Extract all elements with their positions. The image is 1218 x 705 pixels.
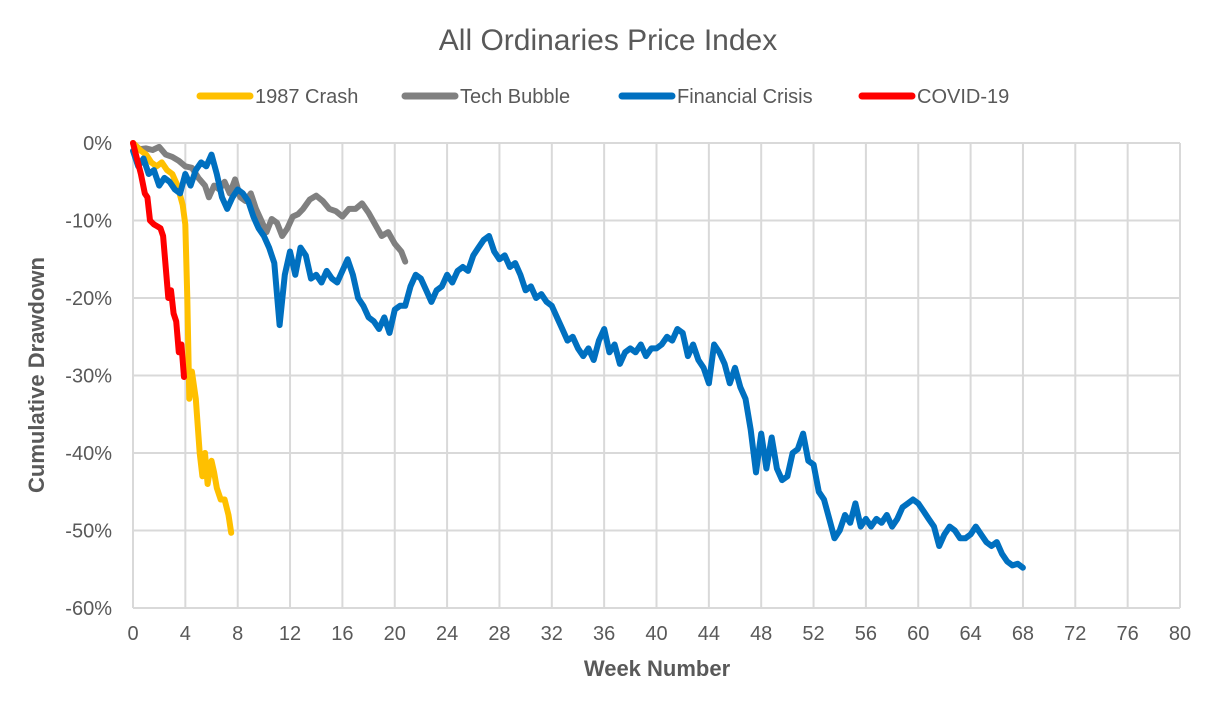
y-axis-title: Cumulative Drawdown <box>24 257 49 493</box>
x-tick-label: 80 <box>1169 623 1191 645</box>
chart-title: All Ordinaries Price Index <box>439 24 777 57</box>
series-line-covid-19 <box>130 140 187 380</box>
x-tick-label: 68 <box>1012 623 1034 645</box>
legend-item: Tech Bubble <box>401 86 570 108</box>
legend-item: Financial Crisis <box>618 86 813 108</box>
x-tick-label: 20 <box>384 623 406 645</box>
x-tick-label: 8 <box>232 623 243 645</box>
legend-label: 1987 Crash <box>255 86 358 108</box>
y-axis-ticks: 0% -10% -20% -30% -40% -50% -60% <box>65 133 112 620</box>
x-tick-label: 64 <box>959 623 981 645</box>
x-tick-label: 16 <box>331 623 353 645</box>
x-axis-ticks: 0 4 8 12 16 20 24 28 32 36 40 44 48 52 56 60 64 68 72 76 80 <box>127 623 1191 645</box>
gridlines <box>132 142 1181 609</box>
x-tick-label: 24 <box>436 623 458 645</box>
x-tick-label: 76 <box>1117 623 1139 645</box>
series-line-1987-crash <box>130 140 235 536</box>
y-tick-label: -20% <box>65 288 112 310</box>
x-tick-label: 48 <box>750 623 772 645</box>
legend-item: COVID-19 <box>858 86 1009 108</box>
y-tick-label: -30% <box>65 366 112 388</box>
x-tick-label: 4 <box>180 623 191 645</box>
x-tick-label: 72 <box>1064 623 1086 645</box>
y-tick-label: -40% <box>65 443 112 465</box>
x-tick-label: 32 <box>541 623 563 645</box>
legend-label: COVID-19 <box>917 86 1009 108</box>
y-tick-label: -10% <box>65 211 112 233</box>
x-tick-label: 52 <box>802 623 824 645</box>
series-line-tech-bubble <box>130 140 409 265</box>
x-tick-label: 36 <box>593 623 615 645</box>
series-lines <box>130 140 1026 571</box>
y-tick-label: 0% <box>83 133 112 155</box>
y-tick-label: -60% <box>65 598 112 620</box>
x-tick-label: 40 <box>645 623 667 645</box>
legend-label: Financial Crisis <box>677 86 813 108</box>
x-tick-label: 12 <box>279 623 301 645</box>
series-line-financial-crisis <box>130 147 1026 571</box>
x-tick-label: 56 <box>855 623 877 645</box>
legend: 1987 Crash Tech Bubble Financial Crisis COV… <box>196 86 1009 108</box>
x-tick-label: 60 <box>907 623 929 645</box>
x-tick-label: 0 <box>127 623 138 645</box>
legend-item: 1987 Crash <box>196 86 358 108</box>
x-tick-label: 44 <box>698 623 720 645</box>
y-tick-label: -50% <box>65 521 112 543</box>
x-axis-title: Week Number <box>584 656 731 681</box>
legend-label: Tech Bubble <box>460 86 570 108</box>
x-tick-label: 28 <box>488 623 510 645</box>
